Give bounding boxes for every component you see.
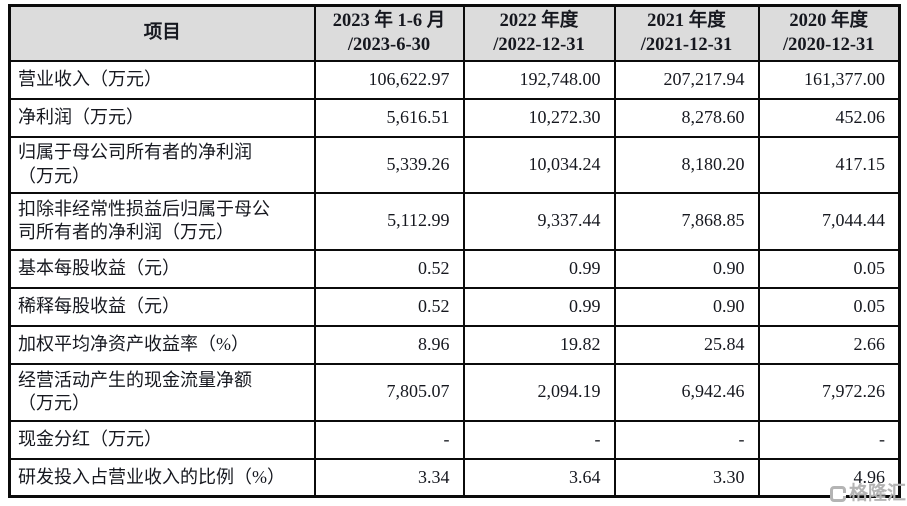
financial-summary-table: 项目 2023 年 1-6 月 /2023-6-30 2022 年度 /2022… [8, 4, 901, 499]
col-header-2020: 2020 年度 /2020-12-31 [757, 4, 901, 62]
cell-value: 7,868.85 [613, 191, 760, 251]
cell-value: 0.99 [462, 248, 616, 289]
cell-value: - [757, 419, 901, 460]
cell-value: 192,748.00 [462, 59, 616, 100]
cell-value: 4.96 [757, 457, 901, 498]
cell-value: 207,217.94 [613, 59, 760, 100]
row-label: 营业收入（万元） [8, 59, 316, 100]
cell-value: 25.84 [613, 324, 760, 365]
col-header-item: 项目 [8, 4, 316, 62]
gelonghui-watermark: 格隆汇 [829, 483, 906, 504]
cell-value: 2.66 [757, 324, 901, 365]
cell-value: 0.52 [313, 248, 465, 289]
row-label: 经营活动产生的现金流量净额 （万元） [8, 362, 316, 422]
cell-value: 0.52 [313, 286, 465, 327]
cell-value: - [613, 419, 760, 460]
table-row-cash-dividend: 现金分红（万元） - - - - [8, 419, 901, 460]
cell-value: 7,972.26 [757, 362, 901, 422]
cell-value: 3.30 [613, 457, 760, 498]
row-label: 净利润（万元） [8, 97, 316, 138]
col-header-2022: 2022 年度 /2022-12-31 [462, 4, 616, 62]
cell-value: 7,044.44 [757, 191, 901, 251]
cell-value: - [313, 419, 465, 460]
cell-value: 417.15 [757, 135, 901, 194]
header-row: 项目 2023 年 1-6 月 /2023-6-30 2022 年度 /2022… [8, 4, 901, 62]
cell-value: 0.05 [757, 286, 901, 327]
cell-value: 161,377.00 [757, 59, 901, 100]
cell-value: 0.90 [613, 248, 760, 289]
table-row-diluted-eps: 稀释每股收益（元） 0.52 0.99 0.90 0.05 [8, 286, 901, 327]
col-header-2021: 2021 年度 /2021-12-31 [613, 4, 760, 62]
row-label: 现金分红（万元） [8, 419, 316, 460]
cell-value: 5,112.99 [313, 191, 465, 251]
table-row-revenue: 营业收入（万元） 106,622.97 192,748.00 207,217.9… [8, 59, 901, 100]
cell-value: 5,339.26 [313, 135, 465, 194]
cell-value: 7,805.07 [313, 362, 465, 422]
table-row-operating-cash-flow: 经营活动产生的现金流量净额 （万元） 7,805.07 2,094.19 6,9… [8, 362, 901, 422]
cell-value: 2,094.19 [462, 362, 616, 422]
cell-value: 3.34 [313, 457, 465, 498]
table-row-parent-net-profit: 归属于母公司所有者的净利润 （万元） 5,339.26 10,034.24 8,… [8, 135, 901, 194]
cell-value: 106,622.97 [313, 59, 465, 100]
cell-value: 0.99 [462, 286, 616, 327]
table-row-basic-eps: 基本每股收益（元） 0.52 0.99 0.90 0.05 [8, 248, 901, 289]
cell-value: 9,337.44 [462, 191, 616, 251]
cell-value: 6,942.46 [613, 362, 760, 422]
cell-value: - [462, 419, 616, 460]
cell-value: 8.96 [313, 324, 465, 365]
watermark-text: 格隆汇 [848, 483, 906, 504]
col-header-2023-h1: 2023 年 1-6 月 /2023-6-30 [313, 4, 465, 62]
cell-value: 452.06 [757, 97, 901, 138]
row-label: 基本每股收益（元） [8, 248, 316, 289]
row-label: 稀释每股收益（元） [8, 286, 316, 327]
cell-value: 5,616.51 [313, 97, 465, 138]
cell-value: 0.90 [613, 286, 760, 327]
row-label: 加权平均净资产收益率（%） [8, 324, 316, 365]
table-row-net-profit: 净利润（万元） 5,616.51 10,272.30 8,278.60 452.… [8, 97, 901, 138]
cell-value: 10,272.30 [462, 97, 616, 138]
table-row-rd-ratio: 研发投入占营业收入的比例（%） 3.34 3.64 3.30 4.96 [8, 457, 901, 498]
cell-value: 8,278.60 [613, 97, 760, 138]
table-row-deducted-net-profit: 扣除非经常性损益后归属于母公 司所有者的净利润（万元） 5,112.99 9,3… [8, 191, 901, 251]
cell-value: 8,180.20 [613, 135, 760, 194]
table-row-weighted-roe: 加权平均净资产收益率（%） 8.96 19.82 25.84 2.66 [8, 324, 901, 365]
row-label: 扣除非经常性损益后归属于母公 司所有者的净利润（万元） [8, 191, 316, 251]
cell-value: 3.64 [462, 457, 616, 498]
gelonghui-logo-icon [829, 485, 846, 502]
row-label: 归属于母公司所有者的净利润 （万元） [8, 135, 316, 194]
cell-value: 19.82 [462, 324, 616, 365]
row-label: 研发投入占营业收入的比例（%） [8, 457, 316, 498]
cell-value: 0.05 [757, 248, 901, 289]
cell-value: 10,034.24 [462, 135, 616, 194]
